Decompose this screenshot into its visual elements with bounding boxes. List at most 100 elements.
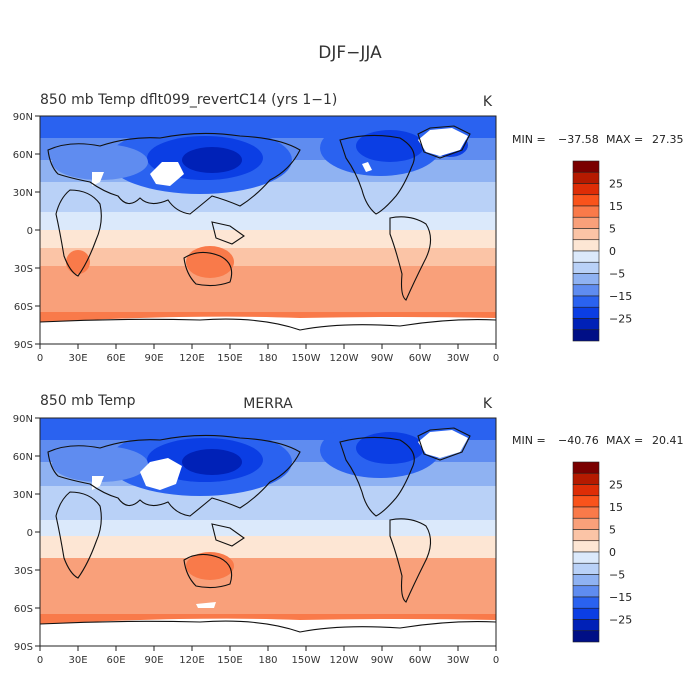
x-tick-label: 30E — [68, 655, 87, 666]
colorbar-label: 0 — [609, 546, 616, 559]
x-tick-label: 120E — [179, 353, 204, 364]
x-tick-label: 150E — [217, 353, 242, 364]
y-tick-label: 0 — [27, 226, 33, 237]
coastlines-top — [40, 125, 496, 331]
x-tick-label: 150E — [217, 655, 242, 666]
colorbar-label: 25 — [609, 178, 623, 191]
colorbar-swatch — [572, 306, 600, 319]
coastlines-bottom — [40, 427, 496, 633]
y-tick-label: 30N — [13, 188, 33, 199]
x-tick-label: 0 — [37, 353, 43, 364]
x-tick-label: 60E — [106, 655, 125, 666]
colorbar-label: −15 — [609, 290, 632, 303]
colorbar-swatch — [572, 472, 600, 485]
stat-top-max: 27.35 — [652, 133, 684, 146]
colorbar-swatch — [572, 630, 600, 643]
y-tick-label: 60S — [14, 604, 33, 615]
colorbar-swatch — [572, 250, 600, 263]
colorbar-swatch — [572, 261, 600, 274]
y-tick-label: 90N — [13, 112, 33, 123]
y-tick-label: 30S — [14, 566, 33, 577]
colorbar-label: −5 — [609, 569, 625, 582]
colorbar-swatch — [572, 574, 600, 587]
colorbar-swatch — [572, 461, 600, 474]
x-tick-label: 0 — [37, 655, 43, 666]
colorbar-swatch — [572, 619, 600, 632]
x-tick-label: 120W — [330, 655, 359, 666]
x-tick-label: 60W — [409, 655, 432, 666]
x-tick-label: 120W — [330, 353, 359, 364]
y-tick-label: 0 — [27, 528, 33, 539]
map-top — [40, 116, 496, 344]
axes-top: 0 30E 60E 90E 120E 150E 180 150W 120W 90W 60W 30W 09… — [13, 112, 499, 364]
colorbar-swatch — [572, 596, 600, 609]
colorbar-bottom: 25 15 5 0 −5 −15 −25 — [572, 461, 632, 643]
colorbar-label: 5 — [609, 223, 616, 236]
colorbar-swatch — [572, 607, 600, 620]
y-tick-label: 90S — [14, 340, 33, 351]
main-title: DJF−JJA — [318, 43, 382, 63]
colorbar-swatch — [572, 495, 600, 508]
axes-bottom: 0 30E 60E 90E 120E 150E 180 150W 120W 90W 60W 30W 09… — [13, 414, 499, 666]
x-tick-label: 180 — [258, 655, 277, 666]
colorbar-swatch — [572, 329, 600, 342]
panel-bottom-center: MERRA — [243, 396, 293, 412]
colorbar-label: 5 — [609, 524, 616, 537]
x-tick-label: 90E — [144, 353, 163, 364]
colorbar-swatch — [572, 171, 600, 184]
colorbar-swatch — [572, 562, 600, 575]
stat-bottom-min-label: MIN = — [512, 434, 546, 447]
panel-top-units: K — [483, 94, 493, 110]
x-tick-label: 0 — [493, 353, 499, 364]
colorbar-swatch — [572, 228, 600, 241]
x-tick-label: 60W — [409, 353, 432, 364]
colorbar-label: 15 — [609, 200, 623, 213]
y-tick-label: 60S — [14, 302, 33, 313]
colorbar-label: −15 — [609, 591, 632, 604]
colorbar-swatch — [572, 295, 600, 308]
panel-top-title: 850 mb Temp dflt099_revertC14 (yrs 1−1) — [40, 92, 337, 108]
colorbar-swatch — [572, 273, 600, 286]
x-tick-label: 30W — [447, 655, 470, 666]
colorbar-swatch — [572, 183, 600, 196]
colorbar-swatch — [572, 318, 600, 331]
panel-bottom: 850 mb Temp MERRA K — [13, 393, 684, 666]
x-tick-label: 60E — [106, 353, 125, 364]
colorbar-swatch — [572, 529, 600, 542]
panel-top: 850 mb Temp dflt099_revertC14 (yrs 1−1) … — [13, 92, 684, 364]
y-tick-label: 90N — [13, 414, 33, 425]
stat-top-min: −37.58 — [558, 133, 599, 146]
colorbar-swatch — [572, 506, 600, 519]
x-tick-label: 90W — [371, 353, 394, 364]
colorbar-swatch — [572, 160, 600, 173]
colorbar-label: 15 — [609, 501, 623, 514]
colorbar-swatch — [572, 216, 600, 229]
colorbar-swatch — [572, 194, 600, 207]
stat-bottom-max-label: MAX = — [606, 434, 643, 447]
colorbar-label: −25 — [609, 313, 632, 326]
colorbar-swatch — [572, 284, 600, 297]
colorbar-swatch — [572, 540, 600, 553]
y-tick-label: 90S — [14, 642, 33, 653]
x-tick-label: 0 — [493, 655, 499, 666]
y-tick-label: 60N — [13, 150, 33, 161]
colorbar-top: 25 15 5 0 −5 −15 −25 — [572, 160, 632, 342]
colorbar-label: 0 — [609, 245, 616, 258]
colorbar-label: −5 — [609, 268, 625, 281]
x-tick-label: 150W — [292, 353, 321, 364]
x-tick-label: 30E — [68, 353, 87, 364]
map-bottom — [40, 418, 496, 646]
stat-bottom-min: −40.76 — [558, 434, 599, 447]
x-tick-label: 180 — [258, 353, 277, 364]
stat-bottom-max: 20.41 — [652, 434, 684, 447]
colorbar-swatch — [572, 551, 600, 564]
stat-top-min-label: MIN = — [512, 133, 546, 146]
colorbar-swatch — [572, 239, 600, 252]
colorbar-swatch — [572, 585, 600, 598]
colorbar-label: −25 — [609, 614, 632, 627]
colorbar-label: 25 — [609, 479, 623, 492]
x-tick-label: 90E — [144, 655, 163, 666]
colorbar-swatch — [572, 517, 600, 530]
y-tick-label: 30N — [13, 490, 33, 501]
